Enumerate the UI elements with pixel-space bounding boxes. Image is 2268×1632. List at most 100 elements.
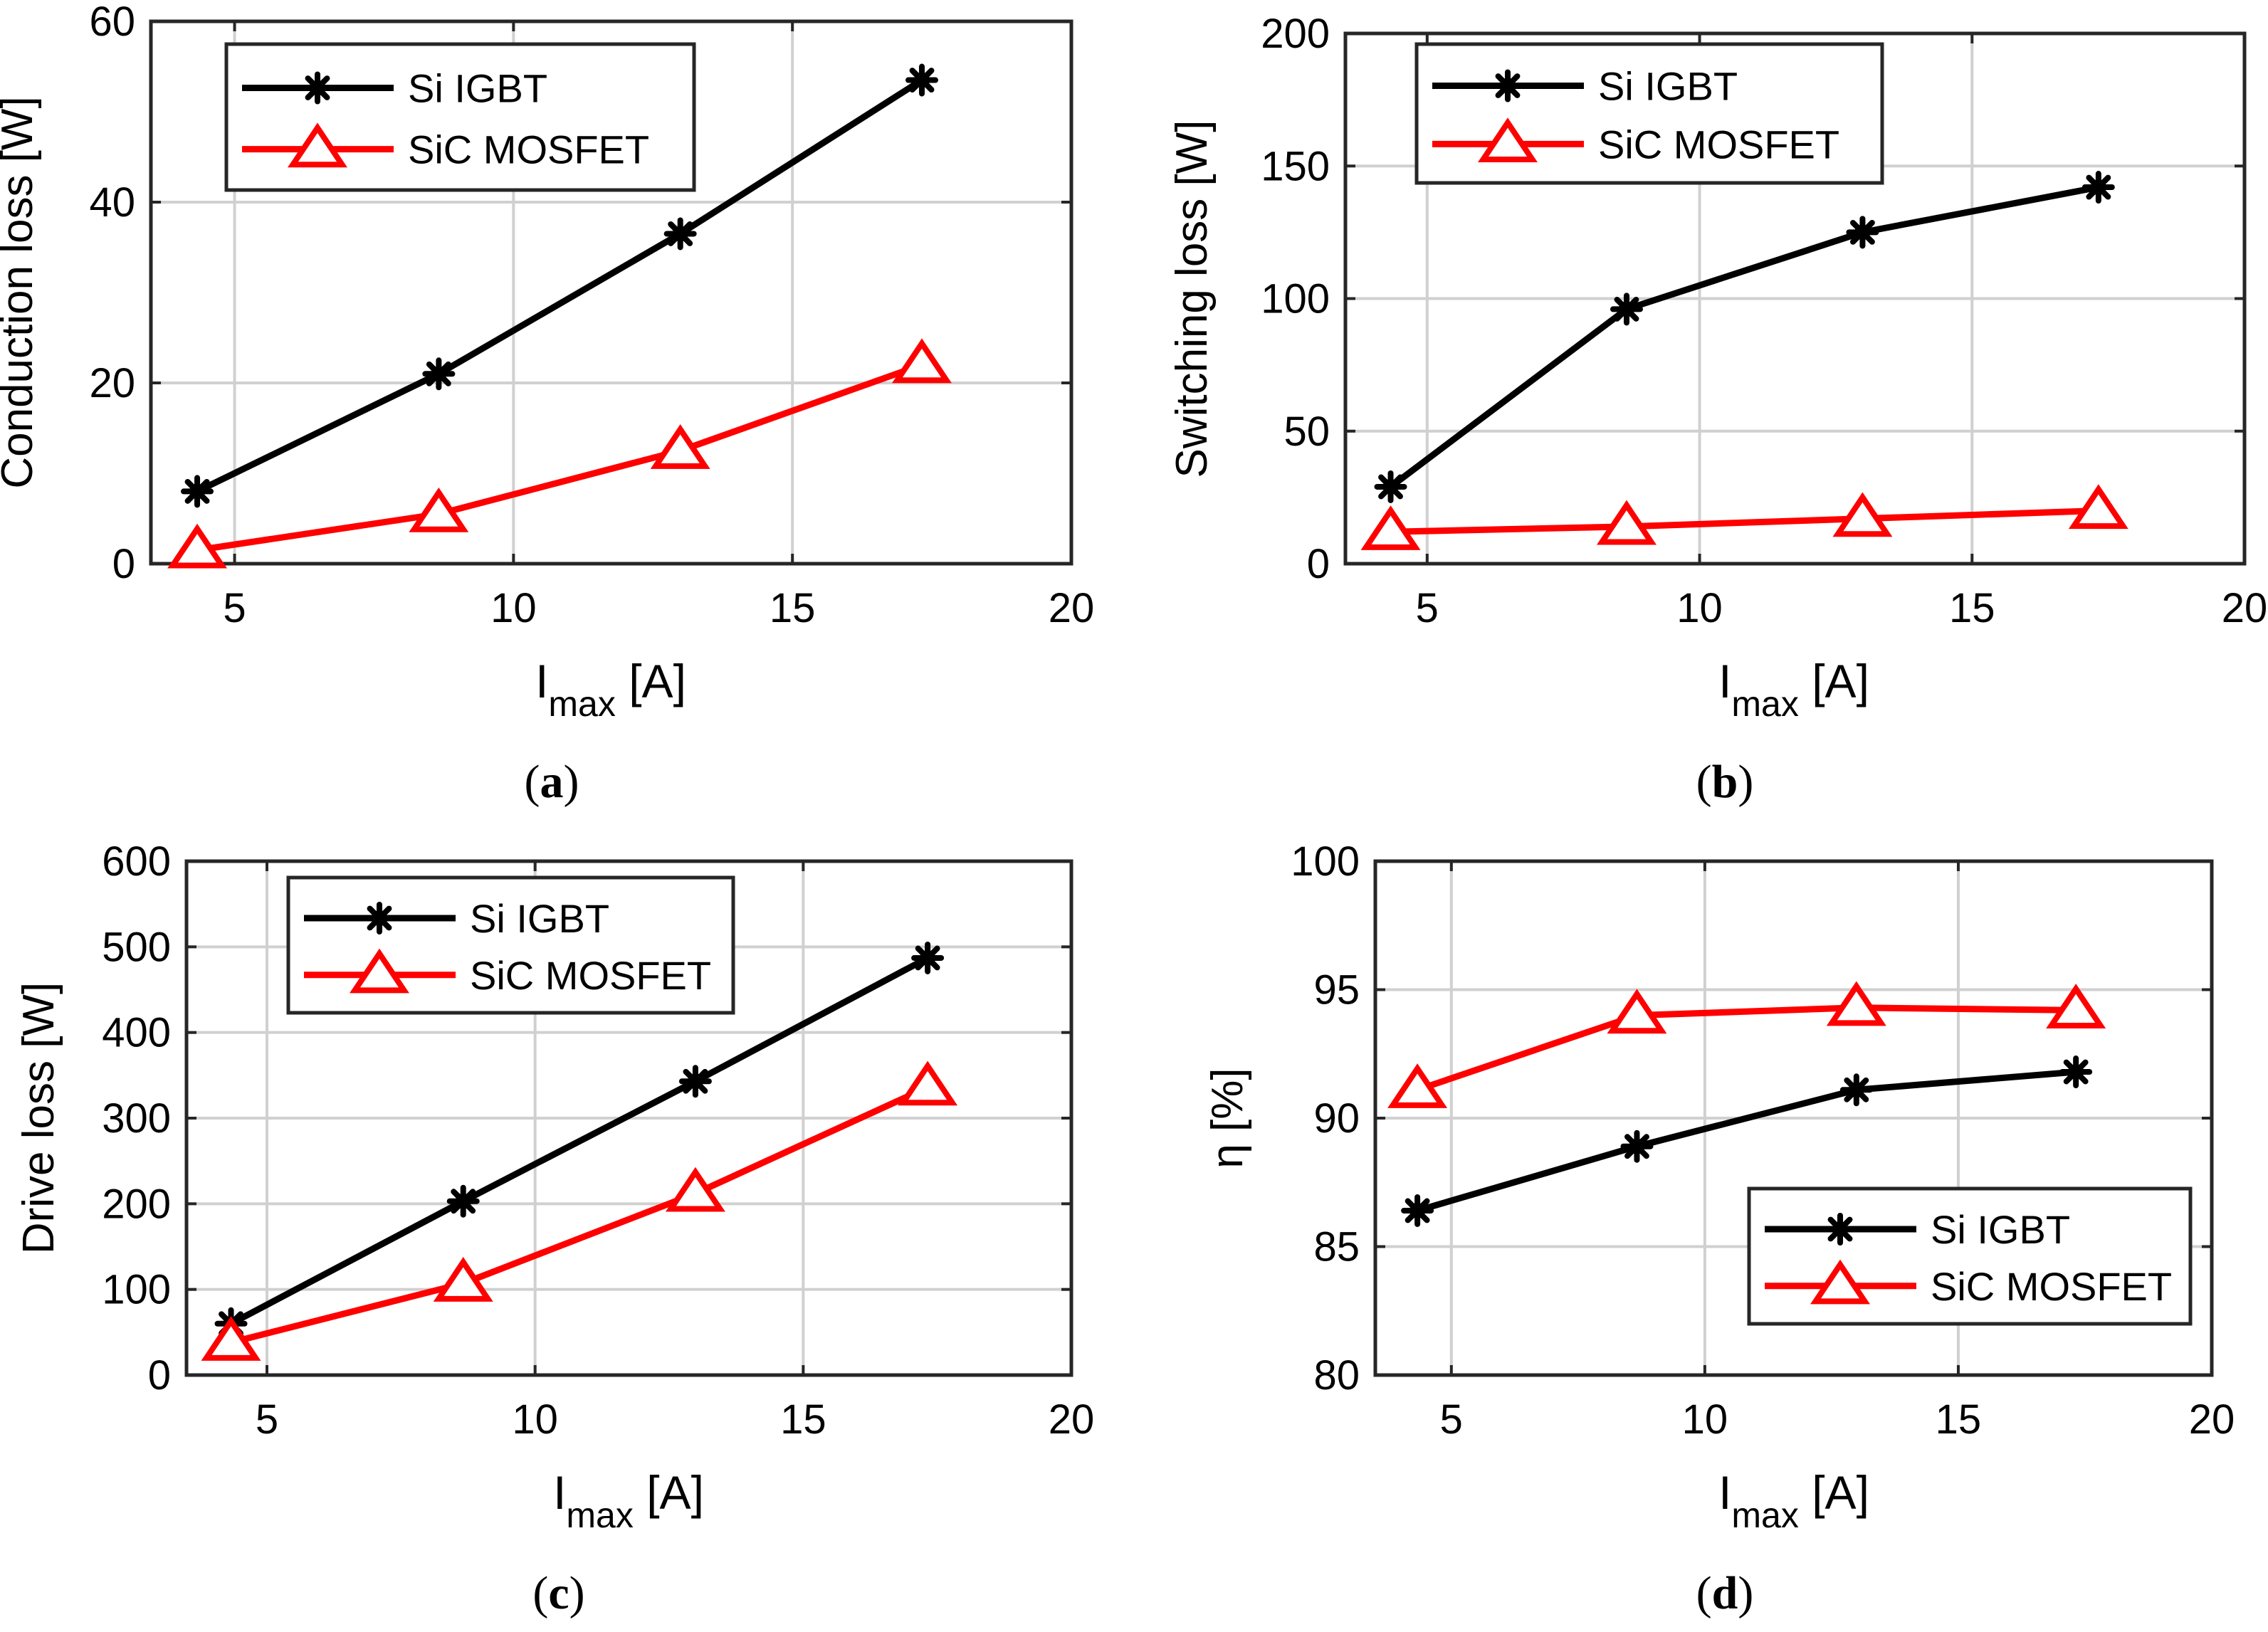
x-axis-label-subscript: max [1731, 684, 1798, 724]
data-point-si-igbt-core [1848, 1082, 1864, 1098]
data-point-si-igbt [1839, 1073, 1873, 1107]
data-point-si-igbt-core [1409, 1202, 1426, 1218]
x-tick-label: 15 [780, 1396, 826, 1443]
legend: Si IGBT SiC MOSFET [1747, 1186, 2193, 1326]
legend-marker-si-igbt [1824, 1213, 1857, 1246]
data-point-sic-mosfet [1832, 492, 1893, 537]
y-tick-label: 90 [1313, 1095, 1360, 1142]
x-tick-label: 20 [2222, 585, 2268, 631]
data-point-si-igbt-core [455, 1193, 471, 1209]
legend-marker-sic-mosfet [350, 948, 409, 994]
legend-label-si-igbt: Si IGBT [1931, 1207, 2070, 1252]
y-tick-label: 300 [102, 1095, 171, 1142]
caption-letter: c [548, 1567, 569, 1619]
caption-paren: ( [1696, 756, 1712, 808]
x-axis-label: Imax [A] [1718, 655, 1869, 724]
caption-paren: ) [1738, 1567, 1753, 1619]
data-point-sic-mosfet [2068, 484, 2128, 530]
x-tick-label: 15 [1936, 1396, 1982, 1443]
data-point-si-igbt-core [672, 226, 688, 242]
legend-marker-si-igbt [363, 902, 396, 935]
series-line-si-igbt [196, 77, 924, 495]
y-tick-label: 50 [1283, 409, 1330, 455]
y-tick-label: 600 [102, 838, 171, 885]
x-tick-label: 20 [1049, 585, 1095, 631]
data-point-si-igbt-core [1854, 224, 1871, 241]
data-point-si-igbt [446, 1184, 480, 1218]
legend-marker-si-igbt-core [310, 80, 325, 96]
y-axis-label: Drive loss [W] [14, 982, 63, 1254]
x-tick-label: 10 [1676, 585, 1723, 631]
legend-marker-sic-mosfet [1478, 117, 1538, 162]
y-axis-label: Switching loss [W] [1167, 120, 1217, 478]
data-point-si-igbt-core [913, 72, 930, 88]
chart-panel-a: 5 10 15 20 0 20 40 60 Si IGBT SiC MOSFET Conductio… [0, 0, 1094, 808]
data-point-si-igbt-core [189, 483, 206, 500]
caption-paren: ) [564, 756, 579, 808]
x-axis-label: Imax [A] [535, 655, 686, 724]
x-axis-label-main: I [1718, 655, 1731, 707]
data-point-sic-mosfet [1387, 1063, 1448, 1108]
legend: Si IGBT SiC MOSFET [224, 42, 696, 192]
data-point-sic-mosfet [665, 1167, 725, 1212]
y-tick-label: 0 [1307, 541, 1330, 587]
x-axis-label-unit: [A] [1799, 1466, 1869, 1519]
y-tick-label: 400 [102, 1010, 171, 1056]
x-tick-label: 5 [1416, 585, 1439, 631]
axes-box [1343, 31, 2247, 566]
caption-paren: ) [1738, 756, 1753, 808]
y-tick-label: 0 [148, 1352, 171, 1399]
axes-box [149, 19, 1073, 566]
legend-marker-si-igbt-core [372, 910, 387, 926]
data-point-si-igbt [422, 357, 456, 391]
x-axis-label-subscript: max [548, 684, 615, 724]
y-tick-label: 500 [102, 924, 171, 970]
data-point-sic-mosfet [1607, 989, 1667, 1034]
x-axis-label: Imax [A] [553, 1466, 704, 1535]
caption-letter: d [1712, 1567, 1738, 1619]
legend: Si IGBT SiC MOSFET [1414, 42, 1884, 185]
y-axis-label: η [%] [1203, 1068, 1252, 1168]
caption-paren: ( [1696, 1567, 1712, 1619]
caption-paren: ) [569, 1567, 585, 1619]
y-tick-label: 40 [89, 179, 135, 226]
y-tick-label: 200 [1261, 11, 1330, 57]
caption-letter: b [1712, 756, 1738, 808]
series-line-sic-mosfet [1390, 507, 2099, 535]
caption-paren: ( [532, 1567, 548, 1619]
series-line-sic-mosfet [1416, 1004, 2077, 1093]
data-point-si-igbt [1374, 470, 1407, 503]
legend-label-si-igbt: Si IGBT [470, 896, 609, 941]
data-point-sic-mosfet [898, 1060, 958, 1106]
x-tick-label: 10 [512, 1396, 558, 1443]
legend: Si IGBT SiC MOSFET [286, 875, 735, 1015]
y-tick-label: 200 [102, 1181, 171, 1227]
x-tick-label: 10 [1682, 1396, 1728, 1443]
x-tick-label: 5 [256, 1396, 278, 1443]
series-line-sic-mosfet [196, 362, 923, 554]
caption-letter: a [540, 756, 564, 808]
x-axis-label-subscript: max [1731, 1495, 1798, 1535]
data-point-si-igbt [911, 941, 945, 974]
data-point-si-igbt [663, 217, 697, 251]
x-axis-label-main: I [1718, 1466, 1731, 1519]
data-point-si-igbt [1620, 1130, 1654, 1163]
y-tick-label: 80 [1313, 1352, 1360, 1399]
data-point-sic-mosfet [2046, 984, 2106, 1028]
x-axis-label-unit: [A] [616, 655, 686, 707]
y-tick-label: 95 [1313, 967, 1360, 1014]
panel-caption: (a) [525, 756, 579, 808]
legend-marker-si-igbt [1491, 69, 1524, 102]
x-tick-label: 15 [770, 585, 816, 631]
legend-label-sic-mosfet: SiC MOSFET [408, 127, 649, 172]
panel-caption: (b) [1696, 756, 1754, 808]
x-tick-label: 5 [223, 585, 246, 631]
legend-marker-sic-mosfet [288, 122, 347, 168]
axes-box [1373, 859, 2214, 1377]
data-point-si-igbt-core [431, 366, 447, 382]
legend-label-si-igbt: Si IGBT [1598, 64, 1738, 109]
legend-label-sic-mosfet: SiC MOSFET [470, 953, 711, 998]
x-tick-label: 5 [1440, 1396, 1463, 1443]
